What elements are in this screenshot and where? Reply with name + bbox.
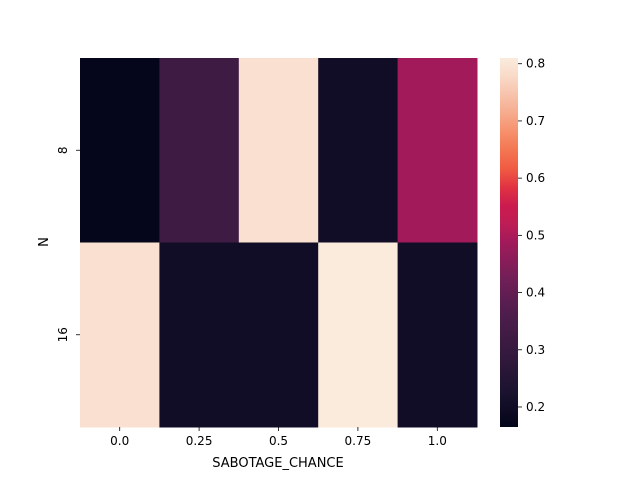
x-axis-label: SABOTAGE_CHANCE [212,456,343,471]
colorbar-tick-label: 0.8 [526,57,545,71]
heatmap-cell [397,242,478,428]
colorbar-tick-label: 0.2 [526,400,545,414]
x-tick-label: 0.5 [269,434,288,448]
y-axis-ticks: 8 16 [56,146,80,342]
heatmap-cell [80,242,160,428]
x-tick-label: 0.0 [110,434,129,448]
heatmap-cell [397,58,478,243]
colorbar-tick-label: 0.6 [526,171,545,185]
x-tick-label: 1.0 [428,434,447,448]
y-tick-label: 16 [56,327,70,342]
x-tick-label: 0.25 [186,434,213,448]
heatmap-cell [238,58,319,243]
x-axis-ticks: 0.0 0.25 0.5 0.75 1.0 [110,427,447,448]
y-tick-label: 8 [56,146,70,154]
heatmap-cell [159,58,240,243]
colorbar-tick-label: 0.3 [526,343,545,357]
heatmap-cells [80,58,478,428]
colorbar-ticks: 0.2 0.3 0.4 0.5 0.6 0.7 0.8 [518,57,545,414]
colorbar-tick-label: 0.4 [526,286,545,300]
x-tick-label: 0.75 [345,434,372,448]
heatmap-cell [80,58,160,243]
heatmap-cell [159,242,240,428]
y-axis-label: N [37,237,52,247]
colorbar-tick-label: 0.5 [526,228,545,242]
heatmap-cell [318,242,399,428]
colorbar-tick-label: 0.7 [526,114,545,128]
heatmap-cell [318,58,399,243]
heatmap-cell [238,242,319,428]
colorbar [500,58,518,427]
